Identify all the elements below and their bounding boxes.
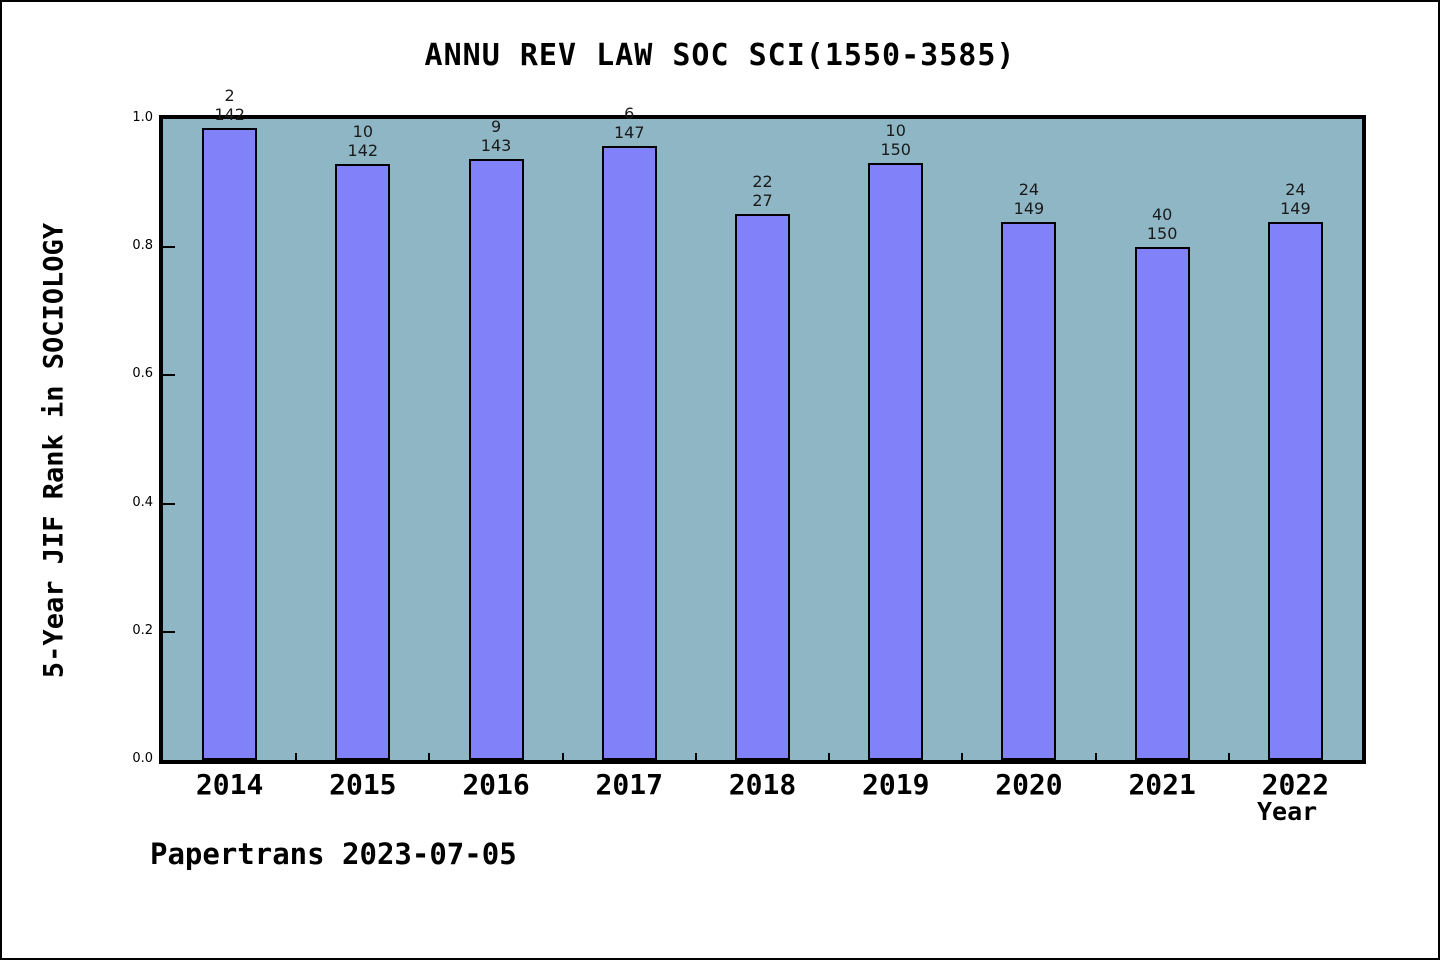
x-minor-tick-mark [428, 753, 431, 760]
y-tick-label: 0.2 [132, 622, 153, 638]
footer-watermark: Papertrans 2023-07-05 [150, 837, 517, 871]
x-tick-label-2019: 2019 [862, 768, 930, 801]
bar-2022 [1267, 222, 1323, 760]
x-tick-label-2018: 2018 [728, 768, 797, 801]
bar-2021 [1134, 247, 1190, 760]
x-tick-label-2014: 2014 [195, 768, 264, 801]
y-tick-label: 0.4 [132, 494, 153, 510]
bar-label-2021: 40 150 [1146, 205, 1178, 243]
y-tick-mark [163, 246, 175, 249]
bar-label-2020: 24 149 [1013, 180, 1045, 218]
x-minor-tick-mark [961, 753, 964, 760]
bar-label-2022: 24 149 [1280, 180, 1311, 218]
bar-label-2017: 6 147 [613, 104, 645, 142]
bar-2020 [1001, 222, 1057, 760]
x-minor-tick-mark [1227, 753, 1230, 760]
y-tick-mark [163, 630, 175, 633]
x-tick-label-2017: 2017 [595, 768, 663, 801]
bar-label-2016: 9 143 [480, 117, 512, 155]
x-minor-tick-mark [694, 753, 697, 760]
plot-area: 0.0 0.2 0.4 0.6 0.8 1.0 2 142 2014 10 142 2015 9 1… [132, 86, 1366, 801]
bar-2015 [335, 164, 391, 760]
x-axis-label: Year [1257, 797, 1318, 826]
x-tick-label-2015: 2015 [329, 768, 397, 801]
x-tick-label-2016: 2016 [462, 768, 530, 801]
y-tick-label: 0.8 [132, 238, 153, 254]
y-tick-label: 0.0 [132, 751, 153, 766]
bar-2017 [601, 146, 657, 760]
bar-label-2014: 2 142 [214, 86, 245, 124]
x-minor-tick-mark [1094, 753, 1097, 760]
y-axis-label: 5-Year JIF Rank in SOCIOLOGY [38, 222, 70, 679]
bar-label-2015: 10 142 [347, 122, 379, 160]
bar-label-2019: 10 150 [880, 121, 911, 159]
x-tick-label-2021: 2021 [1128, 768, 1196, 801]
y-tick-mark [163, 502, 175, 505]
y-tick-label: 1.0 [132, 110, 153, 125]
x-minor-tick-mark [561, 753, 564, 760]
bar-2019 [868, 163, 924, 760]
chart-title: ANNU REV LAW SOC SCI(1550-3585) [424, 38, 1016, 73]
x-minor-tick-mark [828, 753, 831, 760]
bar-2018 [735, 214, 790, 760]
x-tick-label-2022: 2022 [1261, 768, 1330, 801]
y-tick-label: 0.6 [132, 366, 153, 382]
y-tick-mark [163, 374, 175, 377]
x-minor-tick-mark [295, 753, 298, 760]
bar-2014 [202, 128, 258, 760]
bar-2016 [468, 159, 524, 760]
x-tick-label-2020: 2020 [995, 768, 1063, 801]
bar-label-2018: 22 27 [752, 172, 773, 210]
